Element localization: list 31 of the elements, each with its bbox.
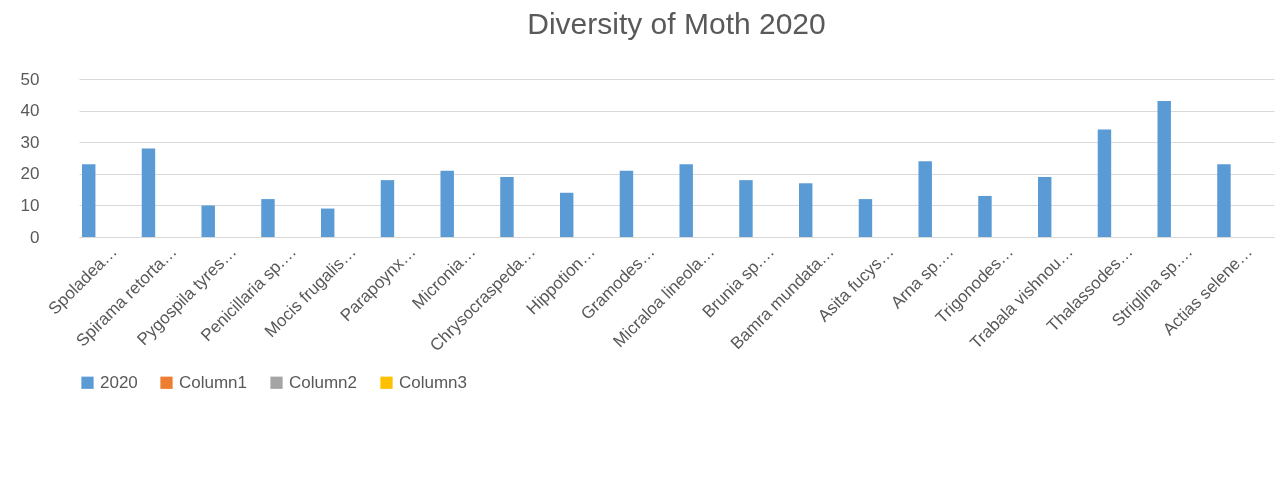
- bar: [918, 161, 932, 237]
- bar: [798, 183, 813, 237]
- bar: [261, 199, 275, 237]
- bar: [380, 180, 395, 237]
- chart-title: Diversity of Moth 2020: [527, 7, 826, 40]
- bar: [1157, 101, 1171, 237]
- bar: [500, 176, 514, 237]
- bar: [739, 180, 753, 237]
- bar: [320, 208, 335, 237]
- bar: [1097, 129, 1112, 237]
- bar: [978, 195, 992, 237]
- y-tick-label: 0: [30, 227, 40, 247]
- legend-label: Column3: [399, 372, 468, 392]
- bar: [440, 170, 454, 237]
- y-tick-label: 10: [20, 195, 40, 215]
- legend-label: Column1: [179, 372, 248, 392]
- bar: [1037, 176, 1052, 237]
- y-tick-label: 20: [20, 164, 40, 184]
- bar: [858, 199, 873, 237]
- bar: [81, 164, 96, 237]
- y-tick-label: 30: [20, 132, 40, 152]
- bar: [679, 164, 693, 237]
- bar: [201, 205, 215, 237]
- legend-label: 2020: [100, 372, 138, 392]
- bar: [559, 192, 574, 237]
- y-tick-label: 50: [20, 69, 40, 89]
- legend-label: Column2: [289, 372, 358, 392]
- bar: [1217, 164, 1231, 237]
- y-tick-label: 40: [20, 101, 40, 121]
- bar: [141, 148, 156, 237]
- bar: [619, 170, 634, 237]
